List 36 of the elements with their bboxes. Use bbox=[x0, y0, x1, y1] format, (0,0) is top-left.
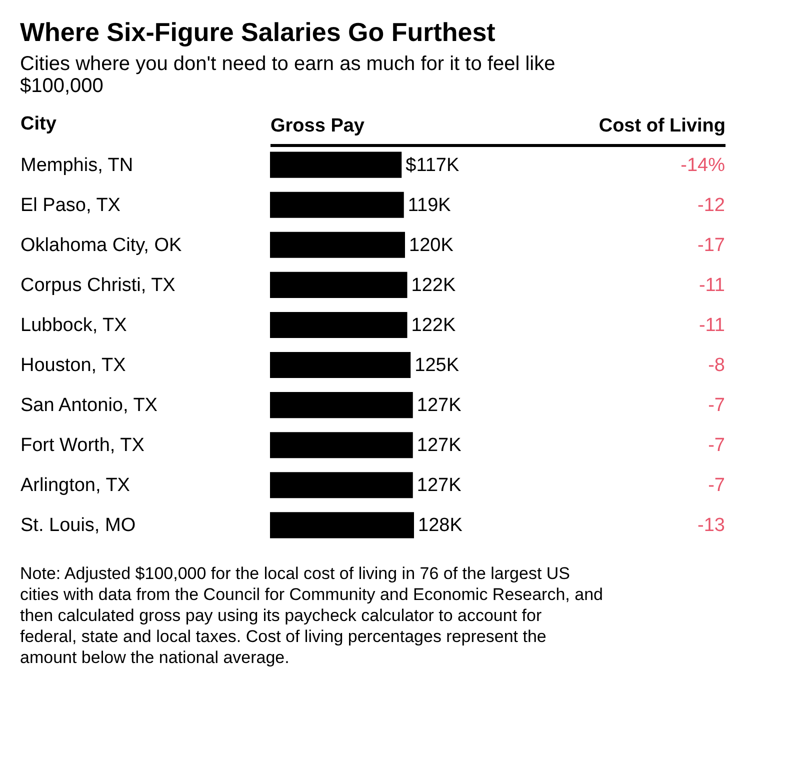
data-label: 119K bbox=[408, 194, 452, 216]
data-label: -12 bbox=[698, 195, 725, 216]
data-label: 122K bbox=[411, 274, 456, 296]
y-tick-label: Memphis, TN bbox=[20, 154, 134, 176]
y-axis-title: City bbox=[20, 114, 57, 134]
data-label: -8 bbox=[708, 355, 725, 376]
y-tick-label: Corpus Christi, TX bbox=[20, 274, 176, 296]
data-label: 127K bbox=[416, 435, 462, 456]
y-tick-label: St. Louis, MO bbox=[20, 515, 136, 536]
data-label: -13 bbox=[698, 515, 725, 536]
data-label: 125K bbox=[414, 355, 460, 376]
data-label: -14% bbox=[680, 155, 726, 176]
data-label: 120K bbox=[409, 234, 454, 256]
y-tick-label: Arlington, TX bbox=[20, 475, 130, 496]
text: Cost of Living bbox=[598, 116, 726, 136]
chart-subtitle: Cities where you don't need to earn as much for it to feel like $100,000 bbox=[20, 53, 556, 97]
x-axis-title: Gross Pay bbox=[270, 116, 365, 136]
y-tick-label: San Antonio, TX bbox=[20, 395, 158, 416]
data-label: 127K bbox=[416, 475, 462, 496]
data-label: $117K bbox=[406, 154, 460, 176]
data-label: 128K bbox=[418, 515, 463, 536]
text: Note: Adjusted $100,000 for the local cost of living in 76 of the largest US cities with data from the Council for Community and Economic Research, and then calculated gross pay using its paycheck calculator to account for federal, state and local taxes. Cost of living percentages represent the amount below the national average. bbox=[20, 564, 603, 667]
data-label: -11 bbox=[698, 315, 725, 336]
chart-title: Where Six-Figure Salaries Go Furthest bbox=[20, 17, 496, 47]
y-tick-label: Lubbock, TX bbox=[20, 314, 128, 336]
data-label: -11 bbox=[698, 275, 725, 296]
data-label: -17 bbox=[698, 235, 725, 256]
y-tick-label: Houston, TX bbox=[20, 355, 126, 376]
y-tick-label: El Paso, TX bbox=[20, 194, 121, 216]
data-label: -7 bbox=[708, 395, 725, 416]
y-tick-label: Fort Worth, TX bbox=[20, 435, 145, 456]
data-label: 127K bbox=[416, 395, 462, 416]
data-label: 122K bbox=[411, 314, 456, 336]
data-label: -7 bbox=[708, 435, 725, 456]
data-label: -7 bbox=[708, 475, 725, 496]
y-tick-label: Oklahoma City, OK bbox=[20, 234, 182, 256]
